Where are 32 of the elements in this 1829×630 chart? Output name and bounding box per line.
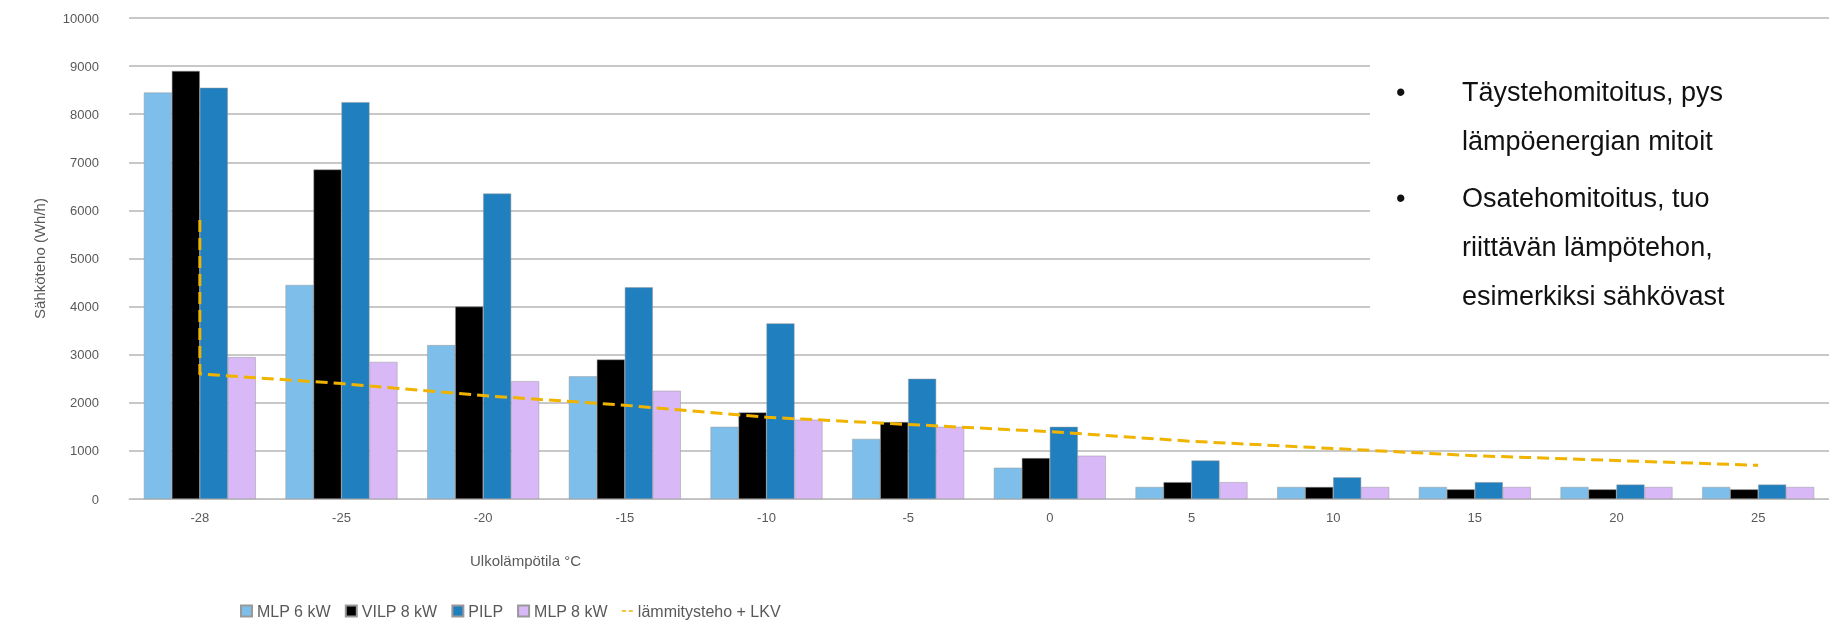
y-tick-label: 1000	[70, 443, 99, 459]
y-tick-label: 2000	[70, 395, 99, 411]
x-tick-label: 25	[1750, 510, 1766, 525]
y-tick-label: 5000	[70, 251, 99, 266]
x-tick-label: 10	[1325, 510, 1341, 525]
y-tick-label: 7000	[70, 154, 99, 170]
legend-label: MLP 8 kW	[534, 602, 609, 620]
legend-label: lämmitysteho + LKV	[637, 602, 781, 620]
legend-label: VILP 8 kW	[361, 602, 438, 620]
legend-label: MLP 6 kW	[257, 602, 332, 620]
y-tick-label: 6000	[70, 202, 99, 218]
x-tick-label: -28	[190, 510, 210, 525]
x-tick-label: -15	[615, 510, 635, 525]
y-tick-label: 8000	[70, 106, 99, 122]
x-tick-label: 0	[1046, 510, 1054, 525]
y-tick-label: 0	[91, 491, 99, 507]
x-tick-label: 15	[1467, 510, 1483, 525]
x-tick-label: 5	[1187, 510, 1196, 525]
y-tick-label: 3000	[70, 347, 99, 363]
x-tick-label: -20	[473, 510, 493, 525]
x-axis-title: Ulkolämpötila °C	[470, 552, 582, 569]
annotation: • Osatehomitoitus, tuo riittävän lämpötehon, esimerkiksi sähkövast	[1396, 182, 1726, 313]
x-tick-label: 20	[1609, 510, 1624, 525]
x-tick-label: -10	[757, 510, 776, 525]
x-tick-label: -5	[902, 510, 914, 525]
legend-label: PILP	[468, 602, 504, 620]
y-tick-label: 4000	[70, 299, 99, 315]
y-tick-label: 10000	[62, 10, 99, 26]
x-tick-label: -25	[332, 510, 351, 525]
y-tick-label: 9000	[70, 58, 99, 74]
annotation: • Täystehomitoitus, pys lämpöenergian mitoit	[1396, 76, 1725, 158]
y-axis-title: Sähköteho (Wh/h)	[31, 198, 48, 319]
